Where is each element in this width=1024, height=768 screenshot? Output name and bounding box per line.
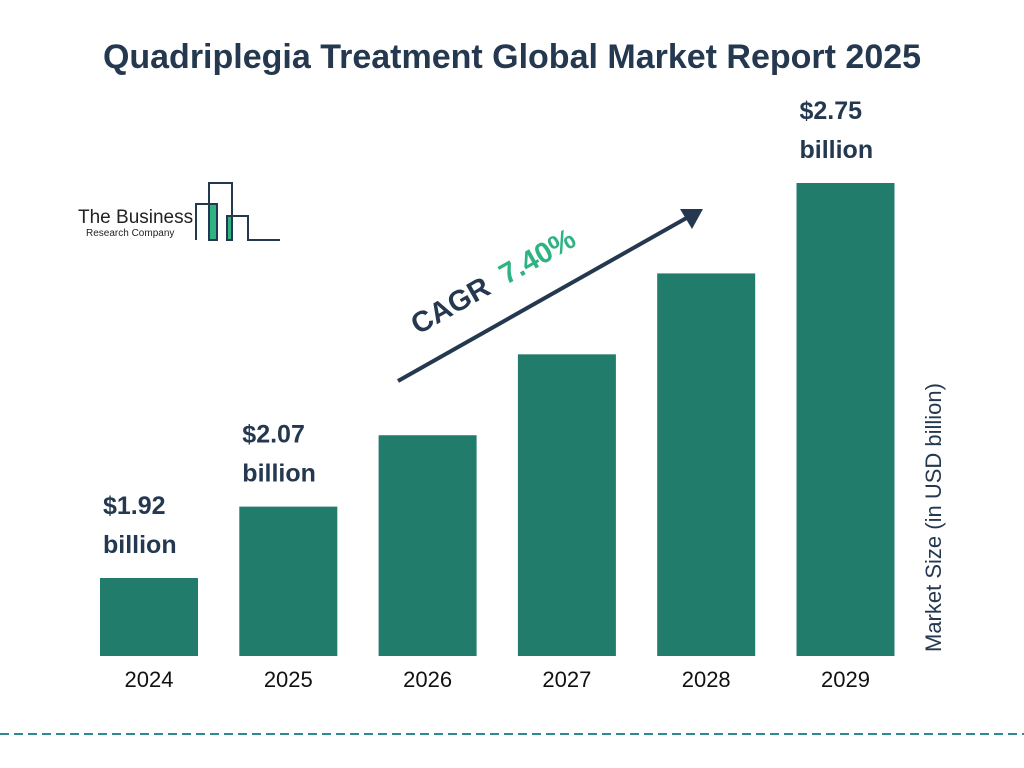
data-label: $2.07	[242, 421, 305, 449]
bar-2027	[517, 354, 616, 656]
bar-2028	[657, 273, 756, 656]
bar-2025	[239, 506, 338, 656]
data-label: $1.92	[103, 492, 166, 520]
cagr-label: CAGR	[406, 271, 496, 341]
logo-bar	[209, 204, 217, 240]
data-label: billion	[103, 531, 177, 559]
x-tick-label: 2024	[125, 667, 174, 692]
bar-2029	[796, 183, 895, 656]
x-tick-label: 2028	[682, 667, 731, 692]
x-tick-label: 2029	[821, 667, 870, 692]
logo-outline	[195, 182, 280, 241]
data-label: billion	[242, 460, 316, 488]
data-label: billion	[800, 136, 874, 164]
x-tick-label: 2027	[542, 667, 591, 692]
logo-line2: Research Company	[86, 228, 174, 239]
cagr-arrow-head	[680, 209, 703, 229]
bar-2024	[100, 578, 198, 656]
bar-2026	[378, 435, 477, 656]
data-label: $2.75	[800, 97, 863, 125]
y-axis-label: Market Size (in USD billion)	[921, 383, 946, 652]
svg-text:CAGR 7.40%: CAGR 7.40%	[406, 223, 582, 341]
company-logo: The Business Research Company	[78, 182, 280, 241]
logo-line1: The Business	[78, 207, 193, 228]
x-tick-label: 2026	[403, 667, 452, 692]
cagr-value: 7.40%	[494, 223, 582, 291]
chart-title: Quadriplegia Treatment Global Market Rep…	[102, 38, 922, 76]
x-tick-label: 2025	[264, 667, 313, 692]
logo-bar	[227, 216, 233, 240]
cagr-arrow-line	[397, 214, 691, 383]
